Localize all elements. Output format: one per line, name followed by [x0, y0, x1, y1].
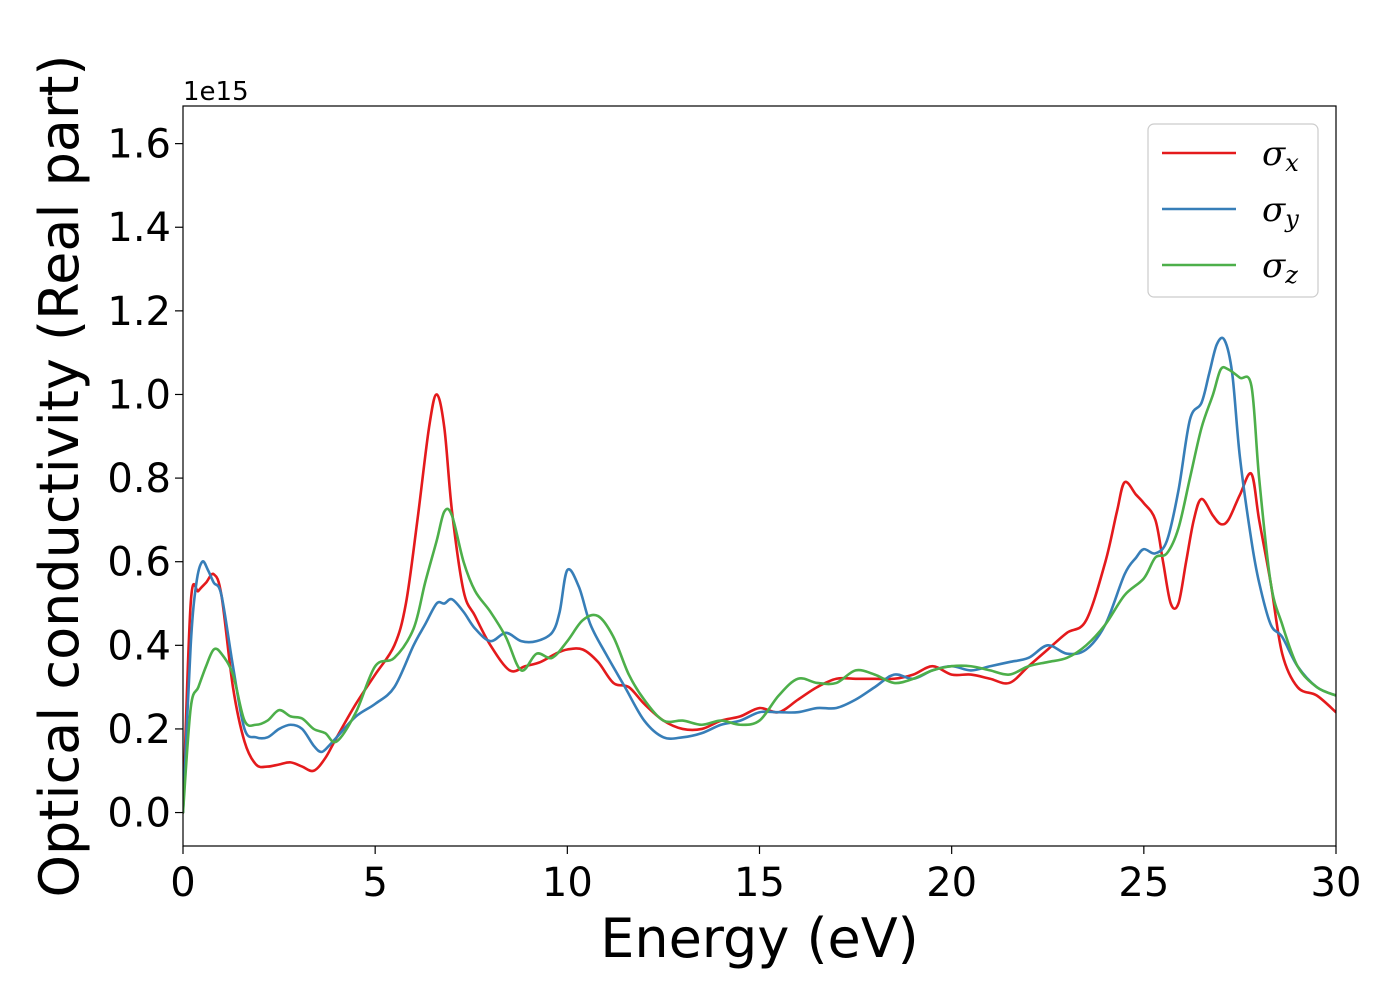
y-tick-label: 0.0 — [107, 791, 171, 837]
x-axis-ticks: 0 5 10 15 20 25 30 — [170, 846, 1361, 906]
series-line-y — [183, 336, 1336, 814]
y-tick-label: 1.6 — [107, 122, 171, 168]
legend-label-z: σz — [1262, 246, 1298, 289]
y-tick-label: 1.4 — [107, 205, 171, 251]
series-layer — [183, 336, 1336, 814]
y-tick-label: 1.2 — [107, 289, 171, 335]
x-tick-label: 25 — [1118, 860, 1169, 906]
x-tick-label: 20 — [926, 860, 977, 906]
legend-box — [1147, 123, 1319, 298]
series-line-z — [183, 365, 1336, 814]
x-tick-label: 15 — [734, 860, 785, 906]
legend: σx σy σz — [1147, 123, 1319, 298]
y-tick-label: 0.2 — [107, 707, 171, 753]
y-offset-label: 1e15 — [183, 77, 249, 107]
y-axis-ticks: 0.0 0.2 0.4 0.6 0.8 1.0 1.2 1.4 1.6 — [107, 122, 183, 837]
legend-label-x: σx — [1262, 134, 1299, 177]
x-tick-label: 10 — [542, 860, 593, 906]
y-axis-label: Optical conductivity (Real part) — [28, 55, 91, 898]
y-tick-label: 0.4 — [107, 623, 171, 669]
legend-label-y: σy — [1262, 190, 1299, 233]
y-tick-label: 1.0 — [107, 372, 171, 418]
y-tick-label: 0.6 — [107, 540, 171, 586]
x-tick-label: 30 — [1311, 860, 1362, 906]
x-tick-label: 0 — [170, 860, 195, 906]
y-tick-label: 0.8 — [107, 456, 171, 502]
x-tick-label: 5 — [362, 860, 387, 906]
x-axis-label: Energy (eV) — [600, 907, 919, 970]
